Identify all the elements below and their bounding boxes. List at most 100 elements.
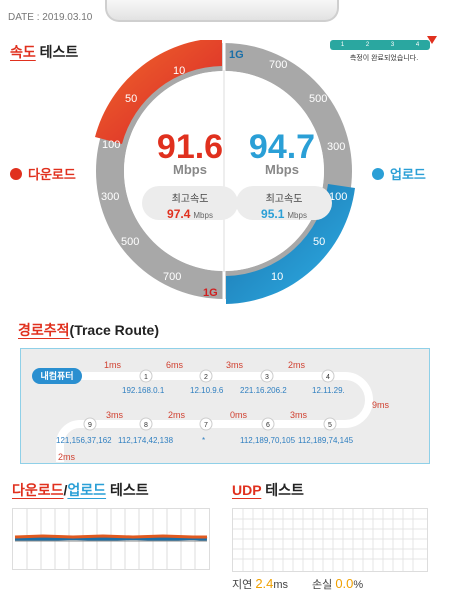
- hop-number-1: 1: [144, 374, 148, 381]
- graph-title-rest: 테스트: [106, 482, 149, 498]
- hop-ms-4: 2ms: [288, 360, 306, 370]
- download-tick-500: 500: [121, 236, 139, 248]
- hop-number-4: 4: [326, 374, 330, 381]
- hop-ip-6: 112,189,70,105: [240, 436, 296, 445]
- download-legend: 다운로드: [10, 164, 76, 183]
- udp-delay: 지연 2.4ms: [232, 576, 288, 592]
- hop-node-4: [321, 369, 335, 383]
- udp-loss: 손실 0.0%: [312, 576, 363, 592]
- device-top-bar: [105, 0, 339, 22]
- graph-title-download: 다운로드: [12, 482, 64, 498]
- trace-tail-ms: 2ms: [58, 452, 76, 462]
- hop-node-2: [199, 369, 213, 383]
- hop-ip-5: 112,189,74,145: [298, 436, 354, 445]
- upload-speed-unit: Mbps: [265, 162, 299, 177]
- udp-loss-label: 손실: [312, 579, 333, 591]
- download-upload-graph: [12, 508, 210, 570]
- hop-ms-7: 0ms: [230, 410, 248, 420]
- upload-speed-value: 94.7: [248, 128, 316, 166]
- progress-bar: 1 2 3 4: [330, 36, 437, 50]
- speed-title-rest: 테스트: [35, 44, 79, 60]
- upload-max-label: 최고속도: [265, 194, 303, 205]
- upload-tick-50: 50: [313, 236, 325, 248]
- download-legend-label: 다운로드: [28, 167, 76, 182]
- udp-title-highlight: UDP: [232, 482, 262, 498]
- download-max-unit: Mbps: [193, 211, 213, 220]
- upload-graph-line: [15, 535, 208, 542]
- graph-title-sep: /: [63, 482, 68, 498]
- download-max-value: 97.4: [167, 207, 191, 221]
- download-max-label: 최고속도: [171, 194, 209, 205]
- hop-node-3: [260, 369, 274, 383]
- upload-tick-100: 100: [329, 191, 347, 203]
- progress-status: 측정이 완료되었습니다.: [349, 55, 419, 62]
- hop-ms-6: 3ms: [290, 410, 308, 420]
- download-graph-line: [14, 534, 207, 539]
- upload-tick-300: 300: [327, 141, 345, 153]
- gauge-scale: 10 50 100 300 500 700 1G 1G 700 500 300 …: [101, 49, 347, 299]
- hop-ip-4: 12.11.29.: [312, 386, 345, 395]
- download-tick-100: 100: [102, 139, 120, 151]
- hop-ms-8: 2ms: [168, 410, 186, 420]
- download-dot-icon: [10, 167, 22, 180]
- upload-legend-label: 업로드: [390, 167, 426, 182]
- udp-loss-value: 0.0: [335, 576, 354, 591]
- udp-section-title: UDP 테스트: [232, 480, 304, 500]
- hop-number-8: 8: [144, 422, 148, 429]
- udp-grid: [233, 509, 427, 571]
- udp-graph: [232, 508, 428, 572]
- hop-ip-9: 121,156,37,162: [56, 436, 112, 445]
- trace-route-panel: [20, 348, 430, 464]
- trace-title-highlight: 경로추적: [18, 322, 70, 338]
- progress-step-2: 2: [365, 42, 370, 48]
- upload-max-value: 95.1: [261, 207, 285, 221]
- upload-max-box: 최고속도 95.1 Mbps: [236, 186, 332, 221]
- hop-ms-1: 1ms: [104, 360, 122, 370]
- hop-number-3: 3: [265, 374, 269, 381]
- trace-nodes: [83, 369, 337, 431]
- hop-number-6: 6: [266, 422, 270, 429]
- date-prefix: DATE :: [8, 12, 40, 23]
- hop-number-9: 9: [88, 422, 92, 429]
- download-tick-1g: 1G: [203, 287, 218, 299]
- progress-step-1: 1: [340, 42, 345, 48]
- hop-ip-7: *: [202, 436, 206, 445]
- trace-route-title: 경로추적(Trace Route): [18, 320, 159, 340]
- download-active-arc: [95, 40, 222, 144]
- hop-ms-5: 9ms: [372, 400, 390, 410]
- udp-title-rest: 테스트: [261, 482, 304, 498]
- upload-dot-icon: [372, 167, 384, 180]
- upload-tick-700: 700: [269, 59, 287, 71]
- hop-ip-2: 12.10.9.6: [190, 386, 224, 395]
- hop-ip-1: 192.168.0.1: [122, 386, 165, 395]
- progress-marker-icon: [427, 36, 437, 44]
- hop-number-5: 5: [328, 422, 332, 429]
- hop-node-7: [199, 417, 213, 431]
- speed-test-title: 속도 테스트: [10, 42, 78, 62]
- hop-node-8: [139, 417, 153, 431]
- graph-title-upload: 업로드: [67, 482, 107, 498]
- progress-step-4: 4: [415, 42, 420, 48]
- hop-number-7: 7: [204, 422, 208, 429]
- download-tick-10: 10: [173, 65, 185, 77]
- progress-indicator: 1 2 3 4 측정이 완료되었습니다.: [330, 36, 438, 63]
- download-tick-700: 700: [163, 271, 181, 283]
- progress-step-3: 3: [390, 42, 395, 48]
- download-tick-300: 300: [101, 191, 119, 203]
- udp-loss-unit: %: [353, 579, 364, 591]
- trace-path-line: [56, 372, 373, 462]
- graph-section-title: 다운로드/업로드 테스트: [12, 480, 149, 500]
- hop-number-2: 2: [204, 374, 208, 381]
- hop-ip-3: 221.16.206.2: [240, 386, 287, 395]
- trace-title-paren: (Trace Route): [69, 322, 159, 338]
- download-speed-unit: Mbps: [173, 162, 207, 177]
- hop-node-1: [139, 369, 153, 383]
- upload-legend: 업로드: [372, 164, 426, 183]
- download-max-box: 최고속도 97.4 Mbps: [142, 186, 238, 221]
- hop-node-6: [261, 417, 275, 431]
- upload-max-unit: Mbps: [287, 211, 307, 220]
- hop-ms-3: 3ms: [226, 360, 244, 370]
- hop-node-9: [83, 417, 97, 431]
- upload-tick-500: 500: [309, 93, 327, 105]
- upload-tick-1g: 1G: [229, 49, 244, 61]
